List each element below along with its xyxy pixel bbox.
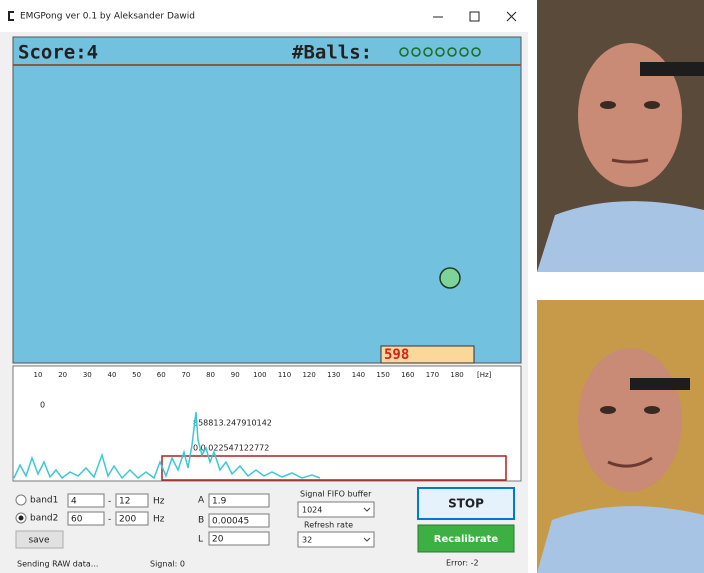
refresh-value: 32 <box>302 536 312 545</box>
title-bar <box>0 0 528 32</box>
band1-to-value: 12 <box>119 497 130 507</box>
recalibrate-label: Recalibrate <box>434 534 499 545</box>
l-label: L <box>198 535 203 545</box>
paddle <box>380 345 475 364</box>
spectrum-axis-label: 160 <box>401 371 414 379</box>
spectrum-axis-label: 180 <box>450 371 463 379</box>
band2-from-value: 60 <box>71 515 83 525</box>
spectrum-axis-label: 170 <box>426 371 439 379</box>
spectrum-axis-label: 20 <box>58 371 67 379</box>
fifo-value: 1024 <box>302 506 322 515</box>
spectrum-axis-label: 80 <box>206 371 215 379</box>
band1-from-value: 4 <box>71 497 77 507</box>
photo-neutral <box>537 0 704 272</box>
score: Score:4 <box>18 42 98 64</box>
peak-label: 858813.247910142 <box>193 419 272 428</box>
spectrum-axis-label: 150 <box>376 371 389 379</box>
band2-radio-dot <box>18 515 24 521</box>
band1-label: band1 <box>30 496 58 506</box>
spectrum-axis-label: 10 <box>34 371 43 379</box>
dash: - <box>108 515 111 525</box>
save-button[interactable] <box>15 530 64 549</box>
band-label: 0.0.022547122772 <box>193 444 269 453</box>
band1-radio[interactable] <box>15 494 27 506</box>
band2-unit: Hz <box>153 515 165 525</box>
b-label: B <box>198 516 204 526</box>
spectrum-axis-label: 50 <box>132 371 141 379</box>
a-label: A <box>198 496 205 506</box>
band1-to[interactable] <box>115 493 149 508</box>
spectrum-axis-label: 40 <box>107 371 116 379</box>
spectrum-axis-label: 120 <box>302 371 315 379</box>
spectrum-axis-label: 140 <box>352 371 365 379</box>
spectrum-axis-label: 110 <box>278 371 291 379</box>
save-label: save <box>28 536 50 546</box>
b-value: 0.00045 <box>212 517 249 527</box>
dropdown-arrow <box>363 537 371 542</box>
photo-smile <box>537 300 704 573</box>
l-input[interactable] <box>208 531 270 546</box>
l-value: 20 <box>212 535 224 545</box>
paddle-value: 598 <box>384 347 409 363</box>
close-button[interactable] <box>506 11 517 22</box>
recalibrate-button[interactable] <box>417 524 515 553</box>
status-sending: Sending RAW data... <box>17 560 98 569</box>
window-title: EMGPong ver 0.1 by Aleksander Dawid <box>20 12 195 22</box>
status-signal: Signal: 0 <box>150 560 185 569</box>
spectrum-axis-label: 90 <box>231 371 240 379</box>
balls-label: #Balls: <box>292 42 372 64</box>
fifo-select[interactable] <box>297 501 375 518</box>
stop-label: STOP <box>448 497 484 511</box>
spectrum-axis-label: 130 <box>327 371 340 379</box>
spectrum-axis-label: 30 <box>83 371 92 379</box>
dropdown-arrow <box>363 507 371 512</box>
ball <box>439 267 461 289</box>
refresh-select[interactable] <box>297 531 375 548</box>
band2-to-value: 200 <box>119 515 136 525</box>
a-input[interactable] <box>208 493 270 508</box>
spectrum-axis-label: 100 <box>253 371 266 379</box>
band1-unit: Hz <box>153 497 165 507</box>
band2-from[interactable] <box>67 511 105 526</box>
spectrum-signal <box>13 411 321 480</box>
app-icon <box>8 11 14 21</box>
game-area <box>12 36 522 364</box>
spectrum-unit: [Hz] <box>477 371 492 379</box>
band2-label: band2 <box>30 514 58 524</box>
dash: - <box>108 497 111 507</box>
stop-button[interactable] <box>417 487 515 520</box>
band2-to[interactable] <box>115 511 149 526</box>
spectrum-zero: 0 <box>40 401 45 410</box>
b-input[interactable] <box>208 513 270 528</box>
maximize-button[interactable] <box>469 11 480 22</box>
a-value: 1.9 <box>212 497 227 507</box>
refresh-label: Refresh rate <box>304 521 353 530</box>
spectrum-axis-label: 70 <box>181 371 190 379</box>
balls-remaining <box>399 47 481 57</box>
fifo-label: Signal FIFO buffer <box>300 490 372 499</box>
status-error: Error: -2 <box>446 559 479 568</box>
band1-from[interactable] <box>67 493 105 508</box>
spectrum-panel <box>12 365 522 482</box>
spectrum-axis-label: 60 <box>157 371 166 379</box>
